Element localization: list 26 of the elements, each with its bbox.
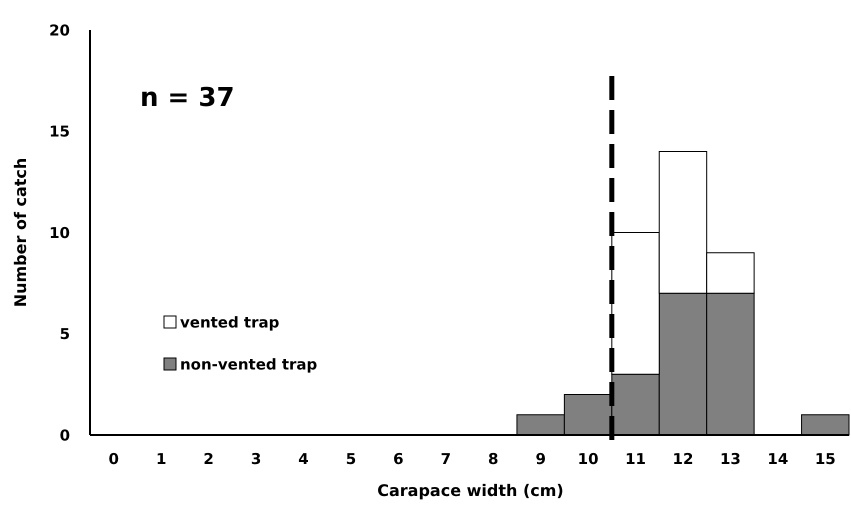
x-axis-title: Carapace width (cm) [377,481,564,500]
x-tick-label: 5 [346,450,356,468]
y-axis-title: Number of catch [11,158,30,308]
x-tick-label: 12 [672,450,694,468]
x-tick-label: 4 [298,450,309,468]
annotation: n = 37 [140,83,235,113]
x-tick-label: 10 [578,450,599,468]
x-tick-label: 15 [814,450,836,468]
x-tick-label: 0 [108,450,119,468]
x-tick-label: 7 [440,450,451,468]
legend-label: non-vented trap [180,355,318,374]
y-tick-label: 5 [60,325,70,343]
y-tick-label: 20 [49,21,70,40]
x-tick-label: 11 [625,450,646,468]
x-tick-label: 3 [250,450,262,468]
x-tick-label: 2 [203,450,214,468]
x-tick-label: 8 [488,450,498,468]
x-tick-label: 1 [156,450,166,468]
y-tick-label: 15 [49,122,70,140]
x-tick-label: 9 [535,450,546,468]
x-tick-label: 6 [393,450,404,468]
x-tick-label: 13 [720,450,741,468]
y-tick-label: 0 [60,426,70,444]
y-tick-label: 10 [49,224,70,242]
legend-label: vented trap [180,313,280,332]
x-tick-label: 14 [767,450,788,468]
